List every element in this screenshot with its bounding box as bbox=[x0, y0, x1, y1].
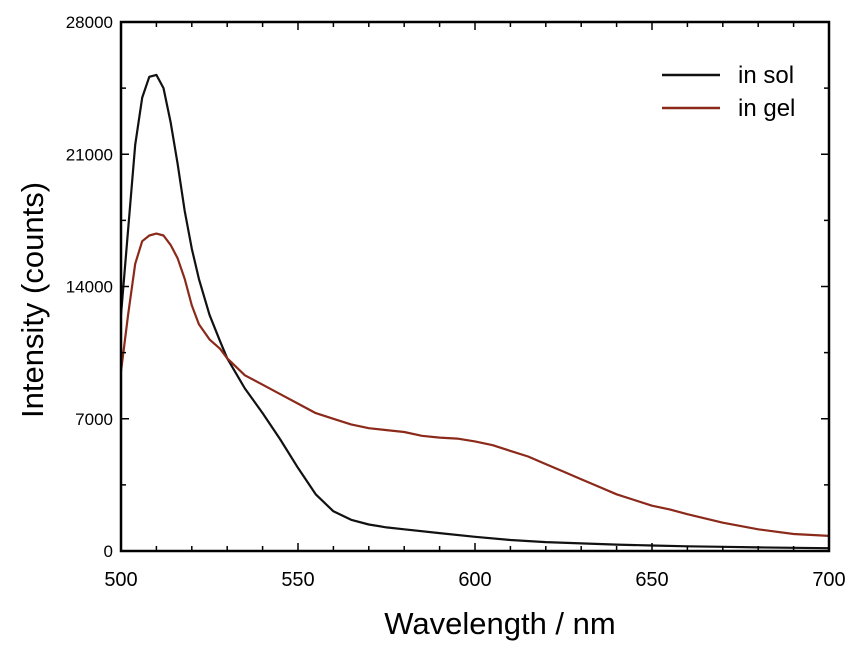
x-tick-label: 500 bbox=[104, 569, 137, 591]
y-tick-label: 0 bbox=[104, 542, 113, 561]
x-tick-label: 700 bbox=[812, 569, 845, 591]
y-tick-label: 28000 bbox=[66, 13, 113, 32]
legend: in sol in gel bbox=[662, 62, 795, 122]
series-line-1 bbox=[119, 73, 830, 550]
y-tick-label: 21000 bbox=[66, 145, 113, 164]
x-tick-label: 650 bbox=[635, 569, 668, 591]
series-line-2 bbox=[119, 232, 830, 537]
x-axis-title: Wavelength / nm bbox=[384, 606, 615, 641]
x-tick-label: 600 bbox=[458, 569, 491, 591]
plot-frame bbox=[119, 20, 831, 553]
y-tick-label: 7000 bbox=[75, 410, 113, 429]
y-tick-label: 14000 bbox=[66, 278, 113, 297]
x-tick-label: 550 bbox=[281, 569, 314, 591]
legend-label-2: in gel bbox=[738, 95, 795, 122]
legend-label-1: in sol bbox=[738, 62, 794, 89]
y-axis-title: Intensity (counts) bbox=[15, 182, 50, 418]
